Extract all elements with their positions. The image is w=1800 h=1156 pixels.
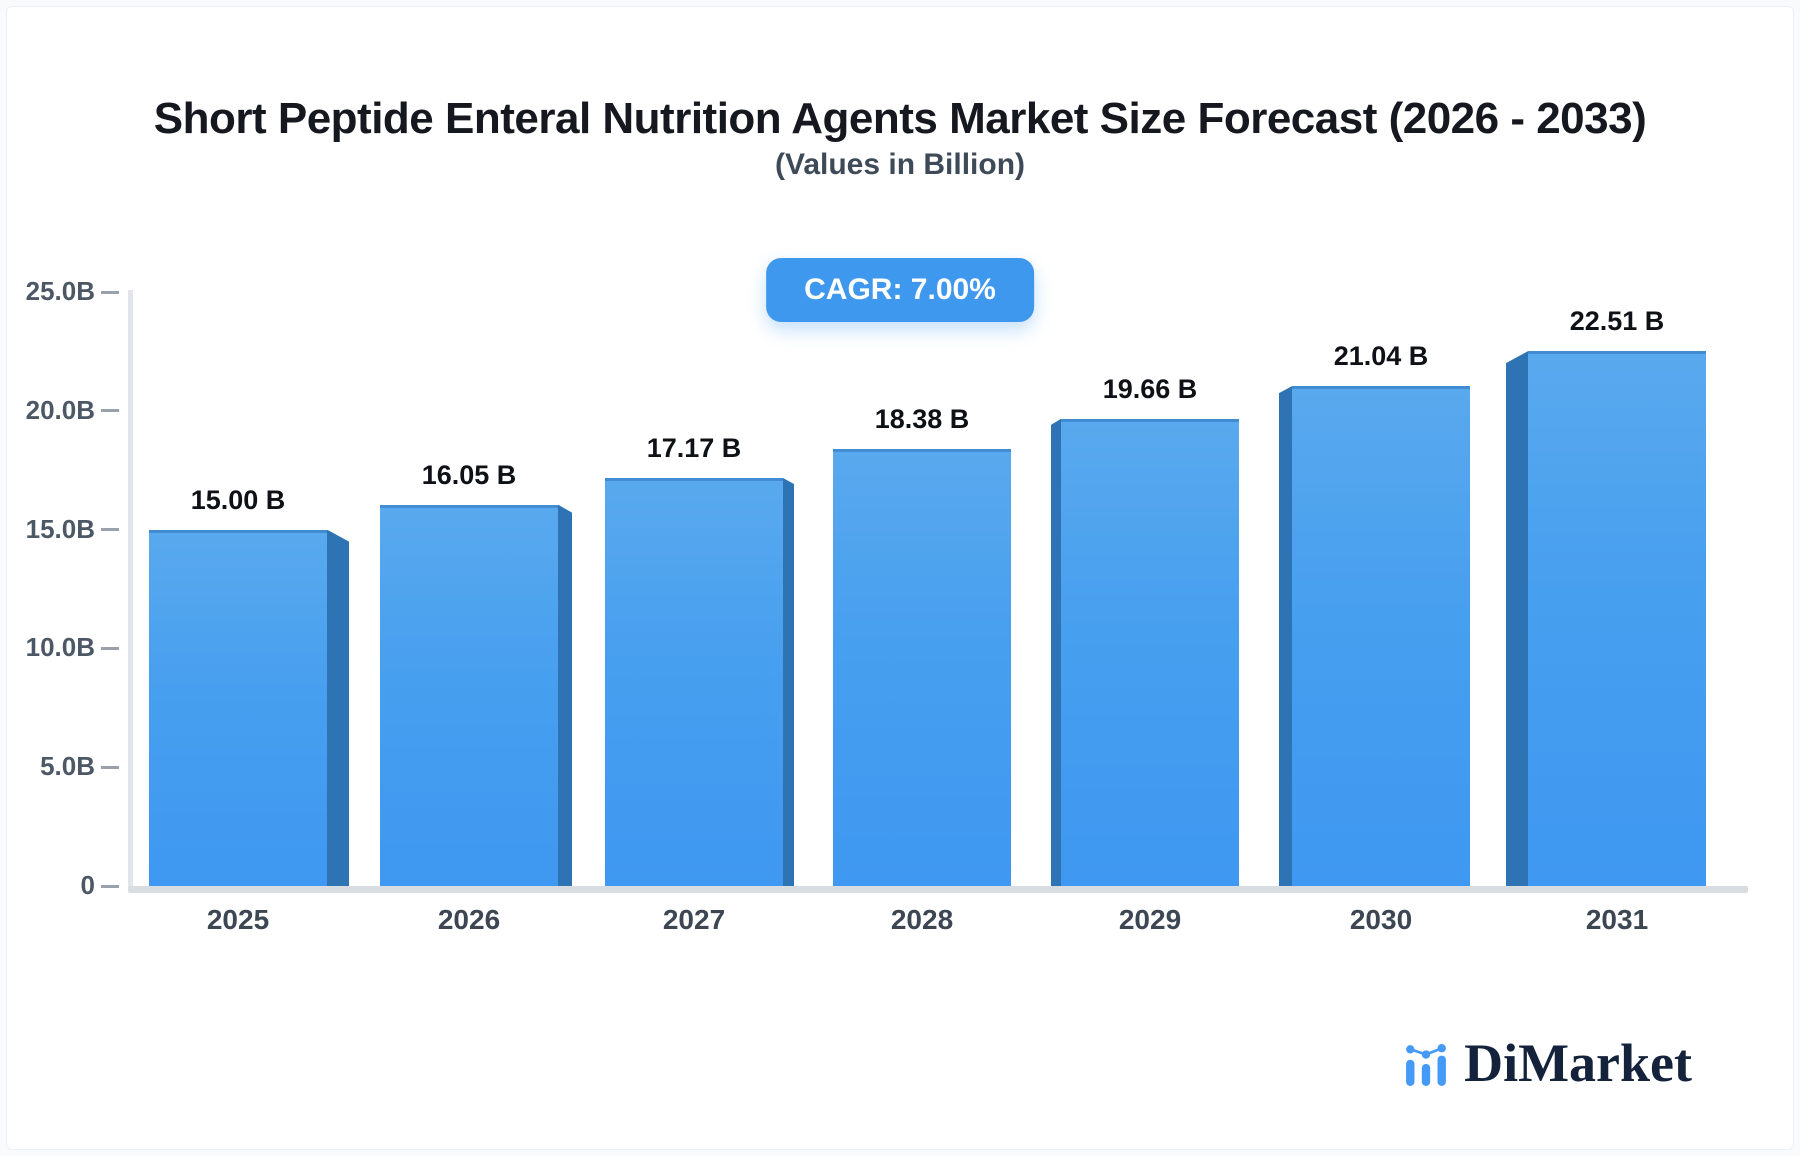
bar-side-3d-2030: [1279, 386, 1292, 886]
bar-2029[interactable]: [1061, 418, 1239, 886]
x-tick-label-2029: 2029: [1118, 904, 1182, 935]
y-tick-mark: [101, 765, 119, 769]
x-tick-label-2026: 2026: [437, 904, 501, 935]
bar-2026[interactable]: [380, 504, 558, 886]
value-label-2026: 16.05 B: [421, 459, 517, 490]
y-tick-label: 5.0B: [40, 751, 95, 782]
bar-side-3d-2027: [783, 478, 794, 886]
x-tick-label-2028: 2028: [890, 904, 954, 935]
bar-2028[interactable]: [833, 449, 1011, 886]
chart-title: Short Peptide Enteral Nutrition Agents M…: [153, 94, 1647, 143]
y-tick-mark: [101, 884, 119, 888]
bar-side-3d-2026: [558, 504, 572, 886]
x-tick-label-2025: 2025: [206, 904, 270, 935]
brand-logo: DiMarket: [1404, 1036, 1692, 1090]
y-tick-label: 10.0B: [25, 632, 95, 663]
y-tick-label: 15.0B: [25, 513, 95, 544]
mini-bar-chart-logo-icon: [1406, 1044, 1446, 1086]
x-tick-label-2030: 2030: [1349, 904, 1413, 935]
bar-2027[interactable]: [605, 478, 783, 886]
y-tick-label: 25.0B: [25, 276, 95, 306]
y-tick-mark: [101, 646, 119, 650]
y-axis-line: [128, 290, 133, 888]
bar-side-3d-2029: [1051, 418, 1061, 886]
value-label-2027: 17.17 B: [646, 433, 742, 464]
y-tick-label: 20.0B: [25, 394, 95, 425]
x-tick-label-2027: 2027: [662, 904, 726, 935]
bar-side-3d-2031: [1506, 351, 1528, 886]
chart-subtitle: (Values in Billion): [774, 148, 1026, 181]
value-label-2031: 22.51 B: [1569, 306, 1665, 337]
y-tick-label: 0: [80, 870, 95, 900]
y-tick-mark: [101, 409, 119, 413]
x-tick-label-2031: 2031: [1585, 904, 1649, 935]
value-label-2030: 21.04 B: [1333, 341, 1429, 372]
brand-name: DiMarket: [1464, 1033, 1692, 1093]
bar-2030[interactable]: [1292, 386, 1470, 886]
value-label-2028: 18.38 B: [874, 404, 970, 435]
bar-2031[interactable]: [1528, 351, 1706, 886]
bar-side-3d-2025: [327, 529, 349, 886]
value-label-2025: 15.00 B: [190, 484, 286, 515]
cagr-badge: CAGR: 7.00%: [766, 258, 1034, 322]
y-tick-mark: [101, 528, 119, 532]
y-tick-mark: [101, 290, 119, 294]
value-label-2029: 19.66 B: [1102, 373, 1198, 404]
bar-2025[interactable]: [149, 529, 327, 886]
x-axis-baseline: [128, 886, 1748, 893]
